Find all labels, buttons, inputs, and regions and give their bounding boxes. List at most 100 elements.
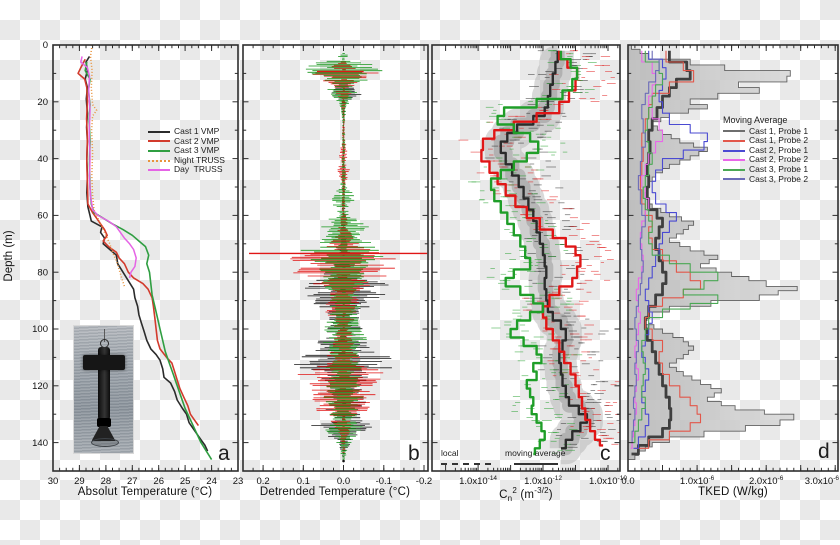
- panel-b-x-axis-title: Detrended Temperature (°C): [259, 486, 411, 498]
- svg-text:25: 25: [180, 476, 191, 487]
- cn2-symbol: C: [499, 488, 508, 501]
- legend-c-local-line-swatch: [441, 463, 491, 465]
- panel-a-x-tick-labels: 30 29 28 27 26 25 24 23: [48, 476, 244, 487]
- legend-item-label: Cast 1 VMP: [174, 126, 220, 136]
- legend-item: Cast 1 VMP: [148, 126, 225, 137]
- legend-item: Day TRUSS: [148, 165, 225, 175]
- svg-text:-0.1: -0.1: [376, 476, 392, 487]
- svg-text:100: 100: [32, 324, 48, 335]
- profiler-base-ring: [90, 438, 119, 447]
- legend-item-label: Cast 3, Probe 1: [749, 163, 809, 174]
- svg-text:60: 60: [37, 211, 48, 222]
- tked-moving-average-cast-3-probe-1: [631, 50, 719, 444]
- legend-line-swatch: [723, 130, 745, 133]
- panel-c-x-axis-title: Cn2 (m-3/2): [436, 486, 616, 503]
- profiler-crossbar: [82, 355, 125, 370]
- panel-letter-c: c: [600, 442, 611, 465]
- panel-a-x-axis-title: Absolut Temperature (°C): [77, 486, 213, 498]
- legend-line-swatch: [148, 130, 170, 133]
- legend-line-swatch: [723, 159, 745, 162]
- panel-c-content: [458, 46, 620, 465]
- panel-d-x-axis-title: TKED (W/kg): [698, 486, 768, 498]
- legend-item: Cast 2, Probe 1: [723, 144, 809, 156]
- legend-panel-d: Moving Average Cast 1, Probe 1 Cast 1, Pr…: [723, 115, 809, 185]
- legend-line-swatch: [148, 159, 170, 162]
- legend-line-swatch: [148, 140, 170, 143]
- svg-text:30: 30: [48, 476, 59, 487]
- svg-text:1.0x10-10: 1.0x10-10: [589, 475, 627, 487]
- svg-text:29: 29: [74, 476, 85, 487]
- legend-line-swatch: [723, 178, 745, 181]
- panel-letter-a: a: [218, 442, 230, 465]
- tked-moving-average-cast-2-probe-1: [633, 50, 708, 449]
- svg-text:0.1: 0.1: [297, 476, 310, 487]
- legend-item: Cast 1, Probe 2: [723, 136, 808, 146]
- svg-text:1.0x10-14: 1.0x10-14: [459, 475, 497, 487]
- panel-a-series: [77, 45, 213, 461]
- legend-c-moving-average-label: moving average: [505, 448, 566, 458]
- legend-item-label: Cast 3, Probe 2: [749, 173, 809, 184]
- cn2-superscript: 2: [512, 486, 517, 495]
- panel-b-x-tick-labels: 0.2 0.1 0.0 -0.1 -0.2: [256, 476, 432, 487]
- panel-b-spikes: [249, 53, 428, 463]
- svg-text:24: 24: [206, 476, 217, 487]
- legend-item-label: Day TRUSS: [174, 164, 223, 175]
- panel-d-content: [628, 45, 798, 461]
- legend-item: Cast 3, Probe 2: [723, 173, 809, 185]
- legend-line-swatch: [723, 139, 745, 142]
- tked-moving-average-cast-3-probe-2: [630, 50, 660, 444]
- panel-d-axes: [627, 44, 839, 472]
- legend-item: Night TRUSS: [148, 154, 225, 166]
- legend-item: Cast 2, Probe 2: [723, 155, 808, 165]
- legend-item: Cast 3, Probe 1: [723, 163, 809, 175]
- svg-text:120: 120: [32, 381, 48, 392]
- legend-line-swatch: [148, 169, 170, 172]
- svg-text:26: 26: [153, 476, 164, 487]
- svg-text:3.0x10-6: 3.0x10-6: [805, 475, 840, 487]
- legend-item: Cast 1, Probe 1: [723, 125, 809, 137]
- legend-panel-a: Cast 1 VMP Cast 2 VMP Cast 3 VMP Night TRUS…: [148, 126, 225, 175]
- panel-c-axes: [431, 44, 621, 472]
- depth-tick-labels: 0 20 40 60 80 100 120 140: [32, 40, 48, 449]
- svg-text:20: 20: [37, 97, 48, 108]
- cn2-moving-average-cast-2: [480, 50, 604, 447]
- panel-c-x-tick-labels: 1.0x10-14 1.0x10-12 1.0x10-10: [459, 475, 627, 487]
- svg-text:23: 23: [233, 476, 244, 487]
- panel-b-axes: [242, 44, 429, 472]
- svg-text:1.0x10-12: 1.0x10-12: [524, 475, 562, 487]
- cn2-subscript: n: [507, 494, 513, 504]
- panel-letter-d: d: [818, 440, 830, 463]
- cn2-unit-close: ): [548, 488, 553, 501]
- legend-item-label: Night TRUSS: [174, 154, 225, 165]
- panel-d-x-tick-labels: 0.0 1.0x10-6 2.0x10-6 3.0x10-6: [621, 475, 839, 487]
- profiler-collar: [96, 418, 111, 427]
- cn2-unit-open: (m: [516, 488, 535, 501]
- svg-text:140: 140: [32, 438, 48, 449]
- svg-text:28: 28: [101, 476, 112, 487]
- legend-item-label: Cast 1, Probe 1: [749, 125, 809, 136]
- legend-panel-d-title: Moving Average: [723, 115, 788, 125]
- legend-item-label: Cast 2, Probe 1: [749, 144, 809, 155]
- profile-cast-2-vmp: [77, 58, 200, 427]
- legend-item: Cast 3 VMP: [148, 146, 225, 156]
- profile-day-truss: [80, 56, 137, 279]
- instrument-photo-inset: [73, 325, 134, 454]
- legend-item-label: Cast 2 VMP: [174, 135, 220, 146]
- legend-c-moving-average-line-swatch: [514, 463, 558, 465]
- profile-night-truss: [89, 45, 126, 287]
- legend-line-swatch: [723, 168, 745, 171]
- legend-item-label: Cast 2, Probe 2: [749, 154, 809, 165]
- legend-line-swatch: [148, 149, 170, 152]
- legend-item-label: Cast 1, Probe 2: [749, 135, 809, 146]
- svg-text:0.0: 0.0: [337, 476, 350, 487]
- legend-c-local-label: local: [441, 448, 459, 458]
- svg-text:40: 40: [37, 154, 48, 165]
- profiler-antenna: [103, 329, 105, 342]
- legend-item: Cast 2 VMP: [148, 135, 225, 147]
- panel-letter-b: b: [408, 442, 420, 465]
- svg-text:0.0: 0.0: [621, 476, 634, 487]
- svg-text:1.0x10-6: 1.0x10-6: [680, 475, 715, 487]
- svg-text:0.2: 0.2: [256, 476, 269, 487]
